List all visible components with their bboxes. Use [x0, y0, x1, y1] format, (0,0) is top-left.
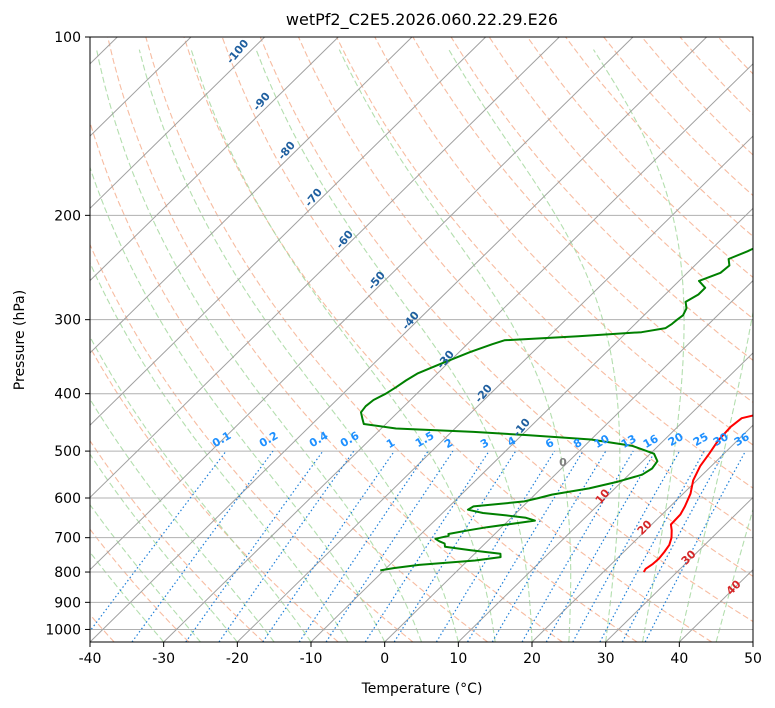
isotherm-line: [90, 37, 708, 642]
mixing-ratio-line: [298, 450, 429, 642]
dry-adiabat-line: [90, 120, 488, 642]
moist-adiabat-line: [96, 49, 423, 642]
isotherm-line: [457, 352, 753, 642]
moist-adiabat-line: [90, 551, 165, 642]
dry-adiabat-label: 0: [559, 456, 567, 469]
x-axis-label: Temperature (°C): [361, 681, 483, 697]
isotherm-line: [90, 37, 487, 426]
x-tick-label: 30: [597, 651, 615, 667]
dry-adiabat-line: [90, 528, 190, 642]
x-tick-label: 20: [523, 651, 541, 667]
dry-adiabat-line: [336, 37, 753, 489]
mixing-ratio-line: [621, 450, 726, 642]
isotherm-line: [90, 37, 339, 282]
x-tick-label: -20: [226, 651, 249, 667]
moist-adiabat-line: [90, 453, 238, 642]
y-tick-label: 900: [54, 595, 81, 611]
mixing-ratio-line: [262, 450, 395, 642]
y-tick-label: 500: [54, 444, 81, 460]
dry-adiabat-line: [374, 37, 753, 446]
isotherm-line: [384, 279, 753, 642]
data-series: [360, 247, 753, 573]
chart-title: wetPf2_C2E5.2026.060.22.29.E26: [286, 10, 558, 30]
moist-adiabat-line: [255, 49, 533, 642]
y-tick-label: 400: [54, 387, 81, 403]
y-tick-label: 1000: [45, 622, 81, 638]
isotherm-line: [90, 37, 634, 571]
mixing-ratio-line: [90, 450, 227, 633]
isotherm-line: [90, 37, 266, 210]
x-tick-label: -40: [79, 651, 102, 667]
temperature-profile: [642, 414, 753, 573]
y-tick-label: 600: [54, 491, 81, 507]
isotherm-line: [310, 207, 753, 642]
moist-adiabat-line: [448, 49, 621, 642]
plot-frame: [89, 36, 754, 643]
isotherm-line: [605, 496, 753, 642]
background-lines: [90, 37, 753, 642]
isotherm-line: [236, 135, 753, 642]
moist-adiabat-line: [338, 49, 572, 642]
y-tick-label: 200: [54, 208, 81, 224]
y-tick-label: 100: [54, 30, 81, 46]
mixing-ratio-line: [218, 450, 355, 642]
moist-adiabat-line: [593, 49, 685, 642]
dry-adiabat-line: [412, 37, 753, 404]
y-axis: 100 200 300 400 500 600 700 800 900 1000: [45, 30, 90, 638]
dry-adiabat-line: [107, 37, 563, 642]
x-tick-label: -30: [152, 651, 175, 667]
y-tick-label: 700: [54, 531, 81, 547]
dry-adiabat-line: [297, 37, 753, 533]
isotherm-line: [90, 37, 413, 354]
y-tick-label: 800: [54, 565, 81, 581]
x-tick-label: 50: [744, 651, 762, 667]
mixing-ratio-line: [435, 450, 556, 642]
mixing-ratio-line: [325, 450, 454, 642]
y-tick-label: 300: [54, 313, 81, 329]
dry-adiabat-line: [90, 439, 264, 642]
dry-adiabat-line: [221, 37, 753, 623]
mixing-ratio-line: [599, 450, 705, 642]
moist-adiabat-line: [190, 49, 496, 642]
dry-adiabat-line: [488, 37, 753, 320]
x-axis: -40 -30 -20 -10 0 10 20 30 40 50: [79, 642, 762, 667]
mixing-ratio-line: [131, 450, 274, 642]
moist-adiabat-line: [90, 261, 349, 642]
isotherm-line: [163, 63, 753, 642]
mixing-ratio-line: [364, 450, 490, 642]
x-tick-label: -10: [300, 651, 323, 667]
mixing-ratio-line: [185, 450, 324, 642]
dewpoint-profile: [360, 247, 753, 572]
moist-adiabat-line: [678, 309, 753, 642]
dry-adiabat-line: [259, 37, 753, 577]
x-tick-label: 10: [449, 651, 467, 667]
y-axis-label: Pressure (hPa): [12, 290, 28, 390]
dry-adiabat-line: [90, 346, 339, 642]
x-tick-label: 0: [380, 651, 389, 667]
isotherm-line: [531, 424, 753, 642]
x-tick-label: 40: [670, 651, 688, 667]
mixing-ratio-line: [572, 450, 681, 642]
dry-adiabat-line: [145, 37, 638, 642]
isotherm-line: [90, 37, 560, 499]
